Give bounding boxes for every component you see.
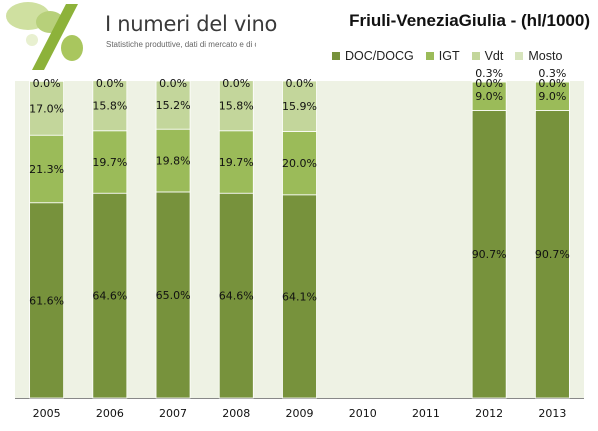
legend-label-doc-docg: DOC/DOCG <box>345 49 414 63</box>
brand-tagline: Statistiche produttive, dati di mercato … <box>106 40 256 49</box>
data-label-igt-2009: 20.0% <box>282 157 317 170</box>
bar-segment-vdt-2005 <box>29 80 65 136</box>
data-label-mosto-2013: 0.0% <box>538 77 566 90</box>
data-label-igt-2013: 9.0% <box>538 90 566 103</box>
chart-legend: DOC/DOCG IGT Vdt Mosto <box>332 48 562 64</box>
data-label-vdt-2009: 15.9% <box>282 100 317 113</box>
data-label-vdt-2013: 0.3% <box>538 67 566 80</box>
x-tick-label-2005: 2005 <box>33 407 61 420</box>
chart-title: Friuli-VeneziaGiulia - (hl/1000) <box>349 11 590 30</box>
x-tick-label-2010: 2010 <box>349 407 377 420</box>
data-label-igt-2005: 21.3% <box>29 163 64 176</box>
bar-segment-doc-docg-2007 <box>155 191 191 399</box>
data-label-mosto-2012: 0.0% <box>475 77 503 90</box>
x-tick-label-2007: 2007 <box>159 407 187 420</box>
data-label-doc-docg-2006: 64.6% <box>92 290 127 303</box>
bar-segment-doc-docg-2005 <box>29 202 65 399</box>
bar-segment-doc-docg-2013 <box>534 110 570 399</box>
data-label-mosto-2009: 0.0% <box>286 77 314 90</box>
x-tick-label-2006: 2006 <box>96 407 124 420</box>
bar-segment-igt-2012 <box>471 81 507 111</box>
legend-item-vdt: Vdt <box>471 48 504 64</box>
data-label-igt-2006: 19.7% <box>92 156 127 169</box>
bar-segment-igt-2007 <box>155 128 191 193</box>
grape-percent-logo <box>6 2 83 70</box>
data-label-doc-docg-2009: 64.1% <box>282 290 317 303</box>
bar-segment-vdt-2013 <box>534 80 570 83</box>
data-label-mosto-2006: 0.0% <box>96 77 124 90</box>
brand-name: I numeri del vino <box>105 12 278 36</box>
data-label-mosto-2005: 0.0% <box>33 77 61 90</box>
bar-segment-vdt-2008 <box>218 80 254 132</box>
x-tick-label-2011: 2011 <box>412 407 440 420</box>
bar-segment-doc-docg-2008 <box>218 192 254 399</box>
bar-segment-vdt-2012 <box>471 80 507 83</box>
legend-item-igt: IGT <box>425 48 460 64</box>
x-tick-label-2012: 2012 <box>475 407 503 420</box>
data-label-doc-docg-2008: 64.6% <box>219 290 254 303</box>
data-label-doc-docg-2007: 65.0% <box>156 289 191 302</box>
legend-swatch-mosto <box>515 52 524 60</box>
plot-area: 61.6% 21.3% 17.0% 0.0% 2005 64.6% 19.7% 15.8% 0.… <box>15 67 584 420</box>
legend-label-vdt: Vdt <box>484 49 504 63</box>
logo: I numeri del vino Statistiche produttive… <box>0 0 277 74</box>
legend-swatch-vdt <box>471 52 480 60</box>
data-label-igt-2012: 9.0% <box>475 90 503 103</box>
data-label-doc-docg-2013: 90.7% <box>535 248 570 261</box>
data-label-vdt-2008: 15.8% <box>219 100 254 113</box>
legend-swatch-igt <box>425 52 434 60</box>
x-tick-label-2013: 2013 <box>538 407 566 420</box>
data-label-igt-2007: 19.8% <box>156 155 191 168</box>
legend-item-mosto: Mosto <box>515 48 562 64</box>
data-label-vdt-2006: 15.8% <box>92 100 127 113</box>
bar-segment-vdt-2006 <box>92 80 128 132</box>
x-tick-label-2009: 2009 <box>286 407 314 420</box>
bar-segment-vdt-2009 <box>282 80 317 132</box>
legend-label-igt: IGT <box>438 49 460 63</box>
bar-segment-igt-2005 <box>29 134 65 204</box>
bar-segment-igt-2009 <box>282 131 317 196</box>
bar-segment-igt-2013 <box>534 81 570 111</box>
legend-item-doc-docg: DOC/DOCG <box>332 48 414 64</box>
data-label-doc-docg-2012: 90.7% <box>472 248 507 261</box>
data-label-vdt-2007: 15.2% <box>156 99 191 112</box>
data-label-doc-docg-2005: 61.6% <box>29 294 64 307</box>
x-tick-label-2008: 2008 <box>222 407 250 420</box>
bar-segment-igt-2008 <box>218 130 254 194</box>
data-label-mosto-2007: 0.0% <box>159 77 187 90</box>
data-label-vdt-2012: 0.3% <box>475 67 503 80</box>
data-label-vdt-2005: 17.0% <box>29 102 64 115</box>
data-label-igt-2008: 19.7% <box>219 156 254 169</box>
bar-segment-doc-docg-2009 <box>282 194 317 399</box>
legend-swatch-doc-docg <box>332 52 340 60</box>
data-label-mosto-2008: 0.0% <box>222 77 250 90</box>
legend-label-mosto: Mosto <box>528 49 563 63</box>
bar-segment-vdt-2007 <box>155 80 191 130</box>
bar-segment-doc-docg-2006 <box>92 192 128 399</box>
